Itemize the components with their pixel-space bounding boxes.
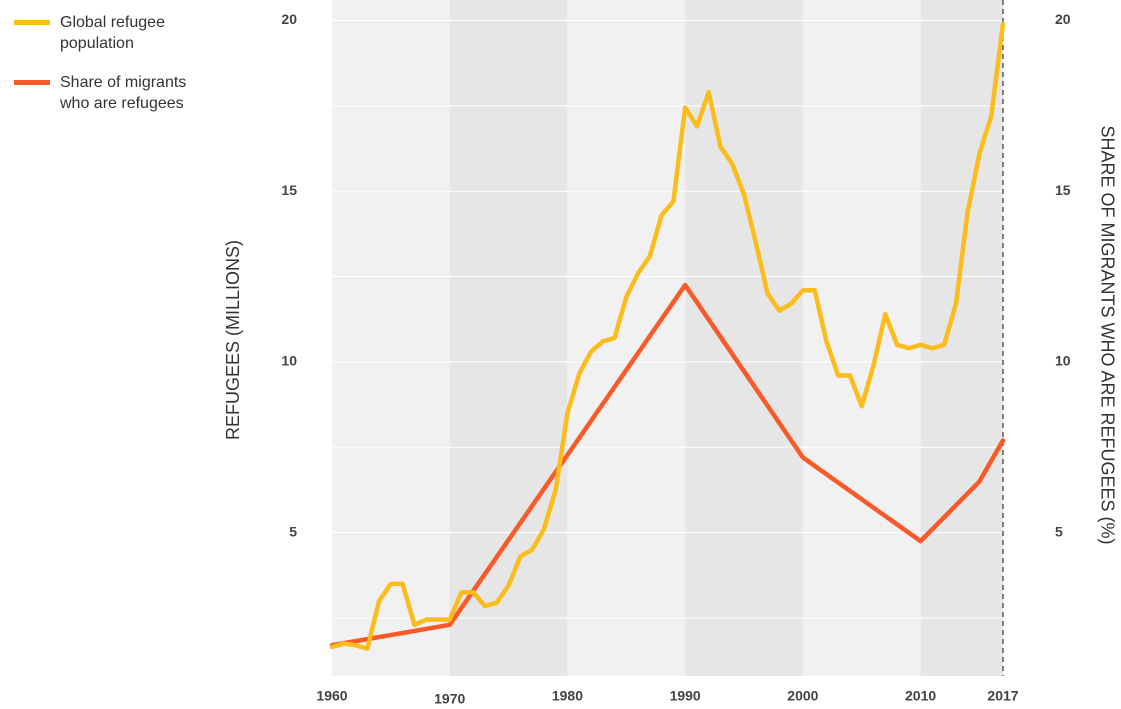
y2-axis-title: SHARE OF MIGRANTS WHO ARE REFUGEES (%) [1097,125,1117,544]
x-tick-label: 2010 [905,688,936,704]
y2-tick-label: 5 [1055,523,1063,539]
band [920,0,1003,676]
y-tick-label: 20 [281,11,297,27]
x-tick-label: 2017 [987,688,1018,704]
line [329,282,1006,648]
x-tick-label: 1960 [316,688,347,704]
y-tick-label: 10 [281,353,297,369]
band [567,0,686,676]
y2-tick-label: 10 [1055,353,1071,369]
x-tick-label: 1970 [434,691,465,707]
y2-tick-label: 15 [1055,182,1071,198]
legend-swatch [14,80,50,85]
y2-tick-label: 20 [1055,11,1071,27]
x-tick-label: 2000 [787,688,818,704]
band [332,0,450,676]
band [802,0,921,676]
band [449,0,568,676]
line [329,21,1006,651]
y-tick-label: 5 [289,523,297,539]
band [685,0,803,676]
x-tick-label: 1990 [670,688,701,704]
x-tick-label: 1980 [552,688,583,704]
legend-label: Share of migrants who are refugees [60,74,187,112]
y-axis-title: REFUGEES (MILLIONS) [223,240,243,440]
y-tick-label: 15 [281,182,297,198]
legend-swatch [14,20,50,25]
legend-label: Global refugee population [60,14,165,52]
